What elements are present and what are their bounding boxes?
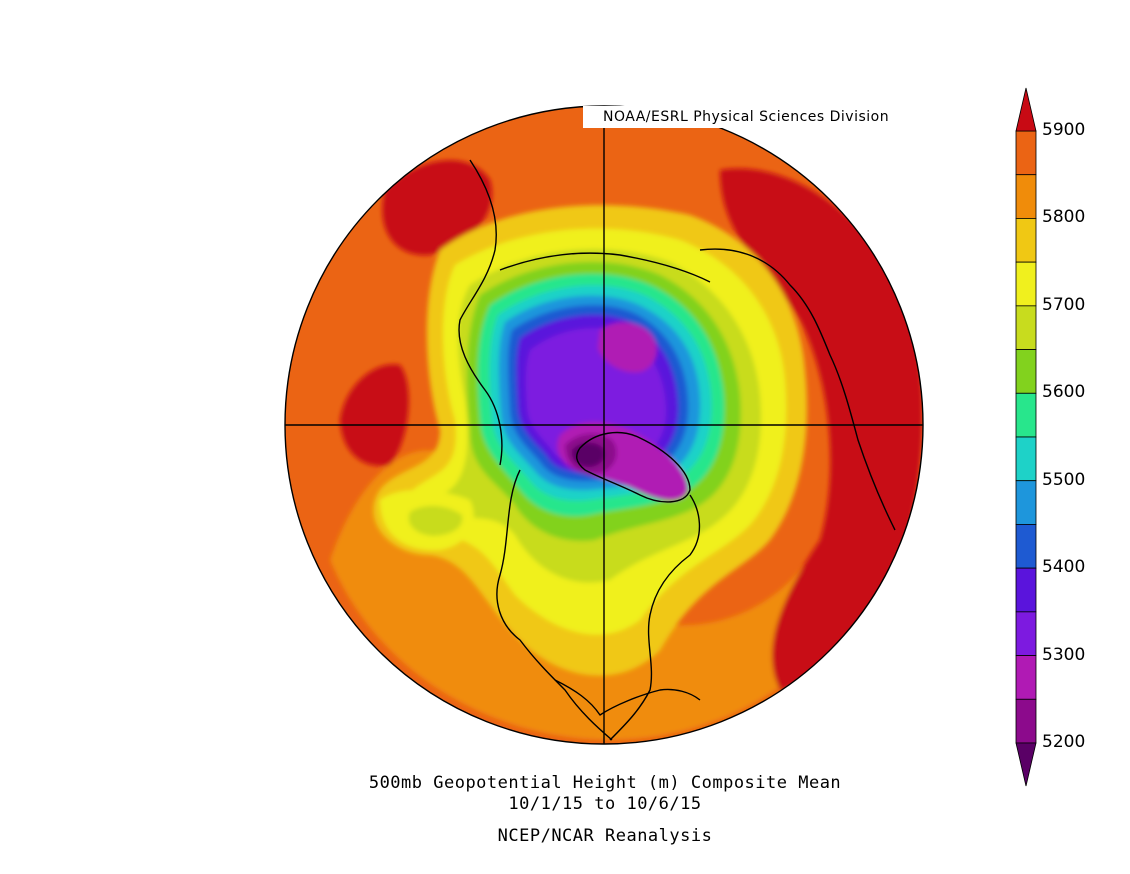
colorbar-label: 5300 — [1042, 644, 1086, 665]
ridge-pacific — [340, 364, 409, 466]
colorbar-box — [1015, 480, 1037, 525]
colorbar-box — [1015, 218, 1037, 263]
coastline-central-america — [554, 679, 701, 716]
coastline-siberia — [499, 252, 711, 283]
contour-5650-pacific — [408, 505, 463, 536]
colorbar-box — [1015, 305, 1037, 350]
colorbar-arrow-bottom — [1015, 742, 1037, 787]
colorbar-label: 5700 — [1042, 294, 1086, 315]
map-source: NCEP/NCAR Reanalysis — [497, 826, 713, 846]
colorbar-box — [1015, 567, 1037, 613]
colorbar-box — [1015, 655, 1037, 700]
height-contours — [330, 160, 923, 740]
colorbar-box — [1015, 611, 1037, 656]
coastline-greenland — [576, 431, 691, 503]
map-title: 500mb Geopotential Height (m) Composite … — [368, 773, 842, 793]
colorbar-box — [1015, 524, 1037, 569]
colorbar-box — [1015, 436, 1037, 482]
coastline-europe — [699, 248, 896, 531]
colorbar-box — [1015, 261, 1037, 307]
contour-5300-north — [598, 322, 657, 373]
colorbar-label: 5500 — [1042, 469, 1086, 490]
colorbar-box — [1015, 698, 1037, 744]
ridge-europe — [720, 168, 923, 690]
colorbar-label: 5600 — [1042, 382, 1086, 403]
coastline-asia — [458, 159, 503, 466]
colorbar-box — [1015, 392, 1037, 438]
colorbar-label: 5400 — [1042, 557, 1086, 578]
colorbar-arrow-top — [1015, 87, 1037, 132]
colorbar-label: 5200 — [1042, 732, 1086, 752]
polar-map — [285, 106, 923, 744]
colorbar-box — [1015, 130, 1037, 176]
colorbar-box — [1015, 174, 1037, 219]
ridge-asia-west — [382, 160, 492, 256]
coastlines — [458, 159, 896, 741]
colorbar-box — [1015, 349, 1037, 394]
credit-label: NOAA/ESRL Physical Sciences Division — [583, 106, 918, 128]
colorbar-label: 5800 — [1042, 207, 1086, 228]
colorbar-label: 5900 — [1042, 120, 1086, 140]
map-dates: 10/1/15 to 10/6/15 — [508, 794, 702, 814]
coastline-north-america — [496, 469, 701, 741]
colorbar — [1015, 87, 1037, 787]
